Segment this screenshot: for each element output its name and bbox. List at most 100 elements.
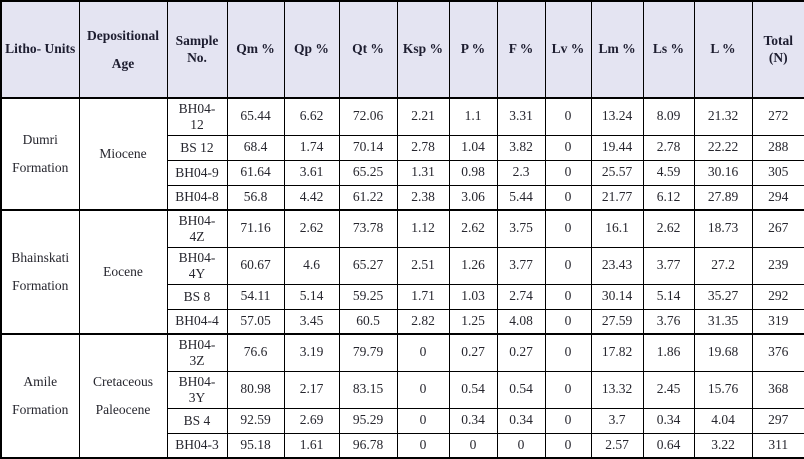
ksp-cell: 2.21 <box>396 97 450 136</box>
table-row-bh04-3y: BH04- 3Y 80.98 2.17 83.15 0 0.54 0.54 0 … <box>1 370 804 409</box>
p-cell: 2.62 <box>448 209 498 248</box>
lv-cell: 0 <box>544 184 592 211</box>
col-header-ksp: Ksp % <box>396 0 450 99</box>
total-cell: 297 <box>751 407 804 434</box>
p-cell: 0.54 <box>448 370 498 409</box>
p-cell: 0.98 <box>448 159 498 186</box>
l-cell: 4.04 <box>693 407 753 434</box>
qp-cell: 3.45 <box>283 308 340 335</box>
p-cell: 1.25 <box>448 308 498 335</box>
lm-cell: 19.44 <box>590 134 644 161</box>
qm-cell: 76.6 <box>226 333 285 372</box>
sample-no-cell: BH04-3 <box>166 432 228 459</box>
table-row-bh04-3z: Amile Formation Cretaceous Paleocene BH0… <box>0 333 804 459</box>
f-cell: 2.74 <box>496 283 546 310</box>
f-cell: 3.77 <box>496 246 546 285</box>
f-cell: 0.27 <box>496 333 546 372</box>
lm-cell: 17.82 <box>590 333 644 372</box>
l-cell: 3.22 <box>693 432 753 459</box>
qm-cell: 92.59 <box>226 407 285 434</box>
lv-cell: 0 <box>544 246 592 285</box>
sample-no-cell: BH04- 12 <box>166 97 228 136</box>
col-header-qt: Qt % <box>338 0 398 99</box>
col-header-total-n: Total (N) <box>751 0 804 99</box>
l-cell: 35.27 <box>693 283 753 310</box>
l-cell: 18.73 <box>693 209 753 248</box>
qt-cell: 72.06 <box>338 97 398 136</box>
lv-cell: 0 <box>544 432 592 459</box>
qm-cell: 57.05 <box>226 308 285 335</box>
ls-cell: 0.64 <box>642 432 695 459</box>
total-cell: 305 <box>751 159 804 186</box>
qt-cell: 61.22 <box>338 184 398 211</box>
qp-cell: 2.69 <box>283 407 340 434</box>
ls-cell: 2.62 <box>642 209 695 248</box>
ksp-cell: 1.12 <box>396 209 450 248</box>
ksp-cell: 1.71 <box>396 283 450 310</box>
qm-cell: 54.11 <box>226 283 285 310</box>
litho-unit-cell-dumri: Dumri Formation <box>0 97 80 211</box>
sample-no-cell: BH04- 4Y <box>166 246 228 285</box>
l-cell: 27.2 <box>693 246 753 285</box>
qt-cell: 59.25 <box>338 283 398 310</box>
qt-cell: 65.25 <box>338 159 398 186</box>
lv-cell: 0 <box>544 283 592 310</box>
ls-cell: 4.59 <box>642 159 695 186</box>
table-row-bs-12: BS 12 68.4 1.74 70.14 2.78 1.04 3.82 0 1… <box>1 134 804 161</box>
f-cell: 3.31 <box>496 97 546 136</box>
qp-cell: 1.74 <box>283 134 340 161</box>
ksp-cell: 2.78 <box>396 134 450 161</box>
ls-cell: 3.77 <box>642 246 695 285</box>
total-cell: 267 <box>751 209 804 248</box>
f-cell: 3.82 <box>496 134 546 161</box>
sample-no-cell: BS 8 <box>166 283 228 310</box>
col-header-ls: Ls % <box>642 0 695 99</box>
f-cell: 0.54 <box>496 370 546 409</box>
l-cell: 19.68 <box>693 333 753 372</box>
sample-no-cell: BH04- 3Z <box>166 333 228 372</box>
l-cell: 31.35 <box>693 308 753 335</box>
table-row-bh04-4: BH04-4 57.05 3.45 60.5 2.82 1.25 4.08 0 … <box>1 308 804 335</box>
table-row-bh04-4z: Bhainskati Formation Eocene BH04- 4Z 71.… <box>0 209 804 335</box>
l-cell: 27.89 <box>693 184 753 211</box>
qp-cell: 4.6 <box>283 246 340 285</box>
lm-cell: 25.57 <box>590 159 644 186</box>
qt-cell: 65.27 <box>338 246 398 285</box>
qm-cell: 60.67 <box>226 246 285 285</box>
qp-cell: 2.62 <box>283 209 340 248</box>
ls-cell: 5.14 <box>642 283 695 310</box>
ls-cell: 6.12 <box>642 184 695 211</box>
ksp-cell: 0 <box>396 370 450 409</box>
sample-no-cell: BH04- 3Y <box>166 370 228 409</box>
col-header-lm: Lm % <box>590 0 644 99</box>
qt-cell: 83.15 <box>338 370 398 409</box>
lm-cell: 30.14 <box>590 283 644 310</box>
total-cell: 368 <box>751 370 804 409</box>
qm-cell: 68.4 <box>226 134 285 161</box>
table-row-bh04-12: Dumri Formation Miocene BH04- 12 65.44 6… <box>0 97 804 211</box>
lv-cell: 0 <box>544 209 592 248</box>
qm-cell: 95.18 <box>226 432 285 459</box>
l-cell: 21.32 <box>693 97 753 136</box>
table-row-bh04-3: BH04-3 95.18 1.61 96.78 0 0 0 0 2.57 0.6… <box>1 432 804 459</box>
l-cell: 30.16 <box>693 159 753 186</box>
lm-cell: 23.43 <box>590 246 644 285</box>
ls-cell: 0.34 <box>642 407 695 434</box>
ls-cell: 2.78 <box>642 134 695 161</box>
lv-cell: 0 <box>544 159 592 186</box>
p-cell: 1.04 <box>448 134 498 161</box>
lv-cell: 0 <box>544 134 592 161</box>
total-cell: 239 <box>751 246 804 285</box>
total-cell: 311 <box>751 432 804 459</box>
qp-cell: 1.61 <box>283 432 340 459</box>
f-cell: 0 <box>496 432 546 459</box>
f-cell: 3.75 <box>496 209 546 248</box>
lv-cell: 0 <box>544 308 592 335</box>
col-header-qm: Qm % <box>226 0 285 99</box>
lm-cell: 16.1 <box>590 209 644 248</box>
qt-cell: 70.14 <box>338 134 398 161</box>
qp-cell: 3.19 <box>283 333 340 372</box>
f-cell: 0.34 <box>496 407 546 434</box>
lv-cell: 0 <box>544 370 592 409</box>
